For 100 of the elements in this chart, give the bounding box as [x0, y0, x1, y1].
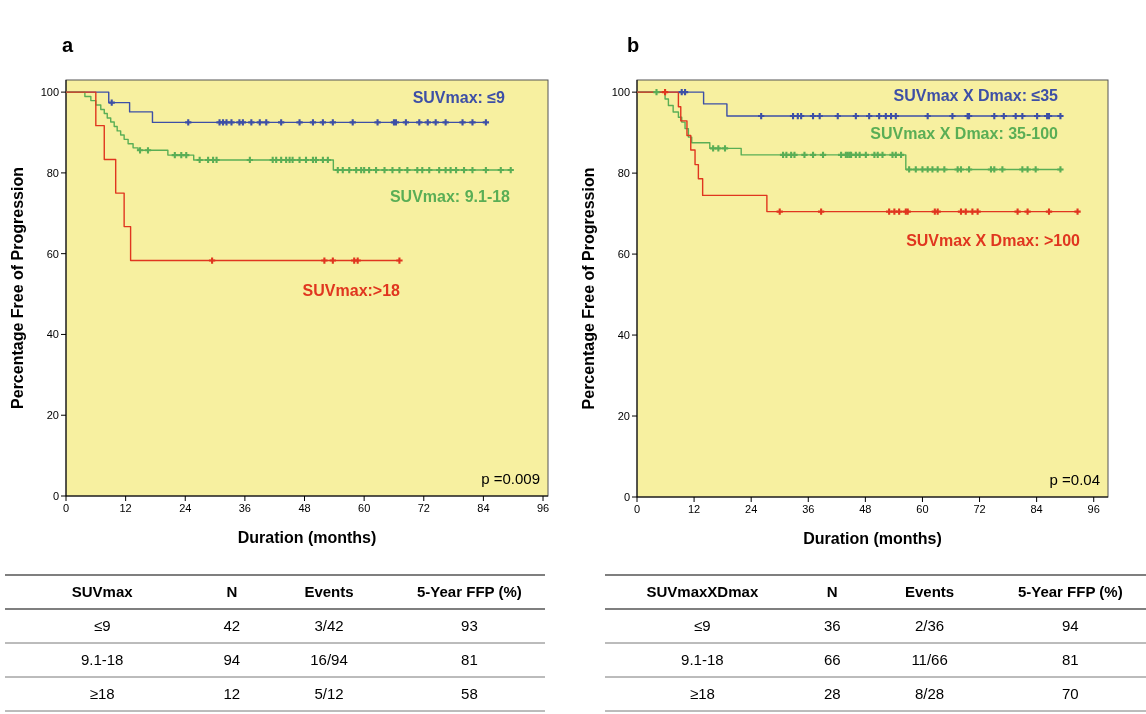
- point: [447, 166, 454, 174]
- point: [1074, 208, 1081, 215]
- point: [866, 112, 873, 120]
- y-tick-label: 0: [623, 491, 630, 503]
- point: [1019, 112, 1026, 120]
- text: 58: [461, 685, 478, 702]
- point: [419, 166, 426, 174]
- text: 70: [1061, 685, 1079, 702]
- point: [905, 166, 913, 173]
- x-axis-title: Duration (months): [237, 529, 377, 546]
- x-tick-label: 24: [179, 502, 192, 514]
- point: [1057, 166, 1064, 173]
- text: Events: [304, 583, 354, 600]
- text: SUVmax: [71, 583, 134, 600]
- annotation: p =0.04: [1049, 471, 1100, 488]
- point: [999, 166, 1006, 173]
- point: [991, 166, 998, 173]
- text: 28: [823, 685, 841, 702]
- point: [372, 166, 380, 174]
- point: [482, 166, 490, 174]
- point: [228, 119, 235, 126]
- text: 2/36: [915, 617, 945, 634]
- point: [1024, 166, 1031, 173]
- point: [1024, 208, 1031, 215]
- text: 9.1-18: [681, 651, 724, 668]
- y-tick-label: 100: [611, 86, 630, 99]
- point: [396, 166, 403, 174]
- text: 93: [461, 617, 478, 634]
- point: [1033, 112, 1041, 120]
- point: [354, 257, 361, 264]
- series-label: SUVmax: 9.1-18: [389, 188, 511, 205]
- point: [136, 147, 144, 154]
- point: [507, 166, 514, 174]
- point: [452, 166, 460, 174]
- point: [108, 99, 115, 106]
- chart-title: b: [627, 34, 640, 56]
- point: [934, 166, 941, 173]
- text: 94: [223, 651, 241, 668]
- point: [896, 208, 903, 215]
- text: 5-Year FFP (%): [417, 583, 522, 600]
- text: N: [826, 583, 838, 600]
- point: [941, 166, 948, 173]
- point: [389, 166, 396, 174]
- y-tick-label: 60: [46, 247, 59, 260]
- point: [974, 208, 981, 215]
- text: 36: [823, 617, 841, 634]
- point: [876, 112, 883, 120]
- text: 81: [461, 651, 478, 668]
- point: [991, 112, 998, 120]
- point: [296, 156, 303, 164]
- point: [809, 151, 817, 159]
- point: [329, 257, 336, 264]
- point: [817, 208, 825, 215]
- point: [879, 151, 886, 159]
- point: [1012, 112, 1019, 120]
- text: N: [226, 583, 238, 600]
- point: [957, 166, 965, 173]
- x-tick-label: 60: [358, 502, 371, 514]
- point: [402, 119, 410, 126]
- point: [1014, 208, 1021, 215]
- x-tick-label: 36: [238, 502, 252, 514]
- point: [321, 257, 328, 264]
- point: [263, 119, 270, 126]
- point: [809, 112, 817, 120]
- x-tick-label: 48: [859, 503, 872, 515]
- point: [144, 147, 152, 154]
- point: [239, 119, 247, 126]
- point: [302, 156, 310, 164]
- point: [715, 145, 722, 152]
- point: [296, 119, 303, 126]
- point: [278, 119, 285, 126]
- y-tick-label: 60: [617, 248, 630, 261]
- series-label: SUVmax X Dmax: 35-100: [870, 125, 1059, 142]
- point: [346, 166, 353, 174]
- text: 8/28: [915, 685, 945, 702]
- point: [374, 119, 381, 126]
- y-tick-label: 80: [617, 167, 630, 180]
- x-tick-label: 72: [417, 502, 430, 514]
- point: [469, 166, 476, 174]
- point: [482, 119, 490, 126]
- point: [1045, 208, 1053, 215]
- point: [758, 112, 765, 120]
- point: [721, 145, 729, 152]
- point: [432, 119, 439, 126]
- x-tick-label: 72: [973, 503, 986, 515]
- point: [497, 166, 504, 174]
- point: [924, 112, 931, 120]
- text: Events: [905, 583, 955, 600]
- point: [949, 112, 956, 120]
- point: [886, 208, 893, 215]
- text: SUVmaxXDmax: [646, 583, 759, 600]
- point: [929, 166, 936, 173]
- annotation: p =0.009: [481, 470, 540, 487]
- point: [819, 151, 827, 159]
- point: [246, 156, 253, 164]
- point: [653, 89, 660, 96]
- chart-title: a: [62, 34, 74, 56]
- point: [1000, 112, 1007, 120]
- x-tick-label: 0: [633, 503, 641, 515]
- x-tick-label: 48: [298, 502, 311, 514]
